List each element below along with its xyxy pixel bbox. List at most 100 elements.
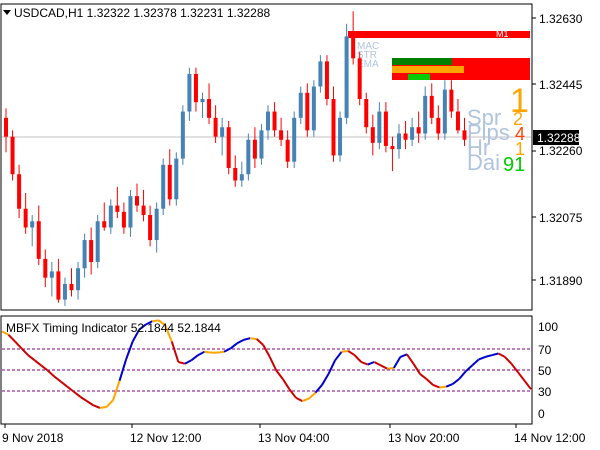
spread-label: Spr: [467, 105, 501, 130]
dropdown-arrow-icon[interactable]: [3, 10, 11, 15]
mac-label: MAC: [357, 41, 379, 52]
candle-body: [10, 136, 15, 175]
indicator-segment: [138, 323, 147, 331]
indicator-segment: [93, 404, 101, 409]
indicator-segment: [204, 350, 212, 354]
time-tick-1: 9 Nov 2018: [2, 431, 64, 445]
indicator-segment: [184, 359, 192, 365]
candle-body: [102, 221, 107, 228]
symbol-header: USDCAD,H1 1.32322 1.32378 1.32231 1.3228…: [3, 6, 271, 20]
value-spread: 2: [513, 109, 523, 129]
indicator-segment: [392, 356, 402, 369]
indicator-segment: [236, 339, 245, 345]
candle-body: [377, 111, 382, 143]
candle-body: [246, 139, 251, 175]
candle-body: [17, 174, 22, 209]
candle-body: [252, 139, 257, 159]
price-tick-2: 1.32445: [539, 78, 583, 92]
price-tick-4: 1.32075: [539, 211, 583, 225]
indicator-segment: [347, 350, 356, 357]
candle-body: [298, 92, 303, 118]
indicator-segment: [406, 353, 415, 365]
pips-label: Pips: [467, 120, 510, 145]
candle-body: [462, 130, 467, 140]
ind-level-0: 0: [538, 407, 545, 421]
candle-body: [272, 111, 277, 131]
candle-body: [43, 258, 48, 278]
value-pips: 4: [515, 124, 525, 144]
trend-overlay-panel: M1 MAC STR EMA: [348, 29, 530, 80]
price-tick-1: 1.32630: [539, 12, 583, 26]
candle-body: [135, 196, 139, 206]
candle-body: [167, 164, 172, 200]
indicator-segment: [250, 337, 257, 341]
str-label: STR: [357, 50, 377, 61]
indicator-segment: [125, 341, 134, 360]
indicator-segment: [14, 340, 23, 350]
indicator-segment: [419, 373, 428, 380]
indicator-segment: [79, 396, 88, 402]
indicator-segment: [152, 319, 159, 323]
current-price-label: 1.32288: [537, 131, 581, 145]
indicator-segment: [60, 380, 68, 388]
indicator-segment: [327, 359, 336, 375]
candle-body: [397, 133, 401, 150]
indicator-segment: [40, 364, 49, 372]
candle-body: [82, 240, 87, 269]
indicator-segment: [262, 344, 271, 358]
candle-body: [213, 117, 218, 137]
indicator-segment: [275, 369, 284, 380]
indicator-segment: [452, 378, 460, 385]
candle-body: [383, 111, 388, 147]
candle-body: [187, 73, 192, 112]
price-tick-3: 1.32260: [539, 144, 583, 158]
candle-body: [416, 127, 421, 134]
candle-body: [239, 174, 244, 181]
candle-body: [279, 130, 284, 140]
candle-body: [423, 95, 428, 134]
price-axis: 1.32630 1.32445 1.32260 1.32075 1.31890 …: [532, 12, 583, 288]
ind-level-50: 50: [538, 364, 552, 378]
indicator-segment: [491, 352, 499, 357]
indicator-segment: [497, 352, 506, 358]
indicator-segment: [471, 358, 480, 367]
candle-body: [161, 164, 166, 209]
indicator-segment: [445, 383, 453, 388]
candle-body: [207, 99, 212, 118]
indicator-segment: [314, 384, 323, 394]
indicator-segment: [517, 371, 526, 382]
candle-body: [56, 271, 61, 300]
candle-body: [370, 127, 375, 143]
ind-level-100: 100: [538, 320, 558, 334]
indicator-segment: [380, 364, 388, 370]
price-tick-5: 1.31890: [539, 274, 583, 288]
indicator-title: MBFX Timing Indicator 52.1844 52.1844: [6, 321, 221, 335]
candle-body: [95, 221, 100, 262]
indicator-segment: [53, 375, 62, 383]
candle-body: [449, 89, 454, 112]
indicator-segment: [321, 373, 330, 386]
indicator-segment: [1, 330, 9, 336]
candle-body: [154, 208, 159, 241]
candle-body: [23, 208, 28, 228]
indicator-segment: [432, 384, 440, 389]
candle-body: [344, 36, 349, 118]
indicator-segment: [105, 399, 114, 408]
candle-body: [311, 86, 316, 131]
candle-body: [364, 99, 369, 128]
ind-level-30: 30: [538, 385, 552, 399]
candle-body: [200, 99, 205, 103]
time-tick-3: 13 Nov 04:00: [258, 431, 330, 445]
candle-body: [390, 146, 395, 150]
indicator-segment: [485, 354, 493, 358]
candle-body: [305, 92, 310, 131]
ind-level-70: 70: [538, 343, 552, 357]
current-price-badge: [533, 130, 579, 145]
indicator-segment: [118, 359, 128, 381]
time-tick-2: 12 Nov 12:00: [130, 431, 202, 445]
indicator-segment: [523, 380, 532, 390]
value-daily: 91: [503, 154, 525, 176]
indicator-panel: MBFX Timing Indicator 52.1844 52.1844 10…: [1, 319, 558, 421]
indicator-segment: [99, 406, 107, 409]
